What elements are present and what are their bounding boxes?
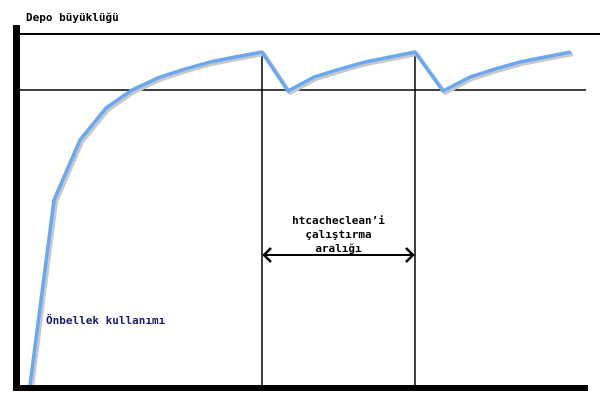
arrow-right-head-icon xyxy=(405,247,415,263)
arrow-left-head-icon xyxy=(262,247,272,263)
interval-label: htcacheclean’i çalıştırma aralığı xyxy=(262,214,415,256)
interval-label-line: çalıştırma xyxy=(305,228,372,241)
cache-usage-curve xyxy=(28,50,572,386)
curve-label: Önbellek kullanımı xyxy=(46,314,166,327)
interval-label-line: htcacheclean’i xyxy=(292,214,385,227)
y-axis-label: Depo büyüklüğü xyxy=(26,11,119,24)
y-axis xyxy=(13,25,20,391)
x-axis xyxy=(13,385,588,391)
interval-label-line: aralığı xyxy=(315,242,362,255)
cache-usage-curve-shadow xyxy=(30,52,574,388)
